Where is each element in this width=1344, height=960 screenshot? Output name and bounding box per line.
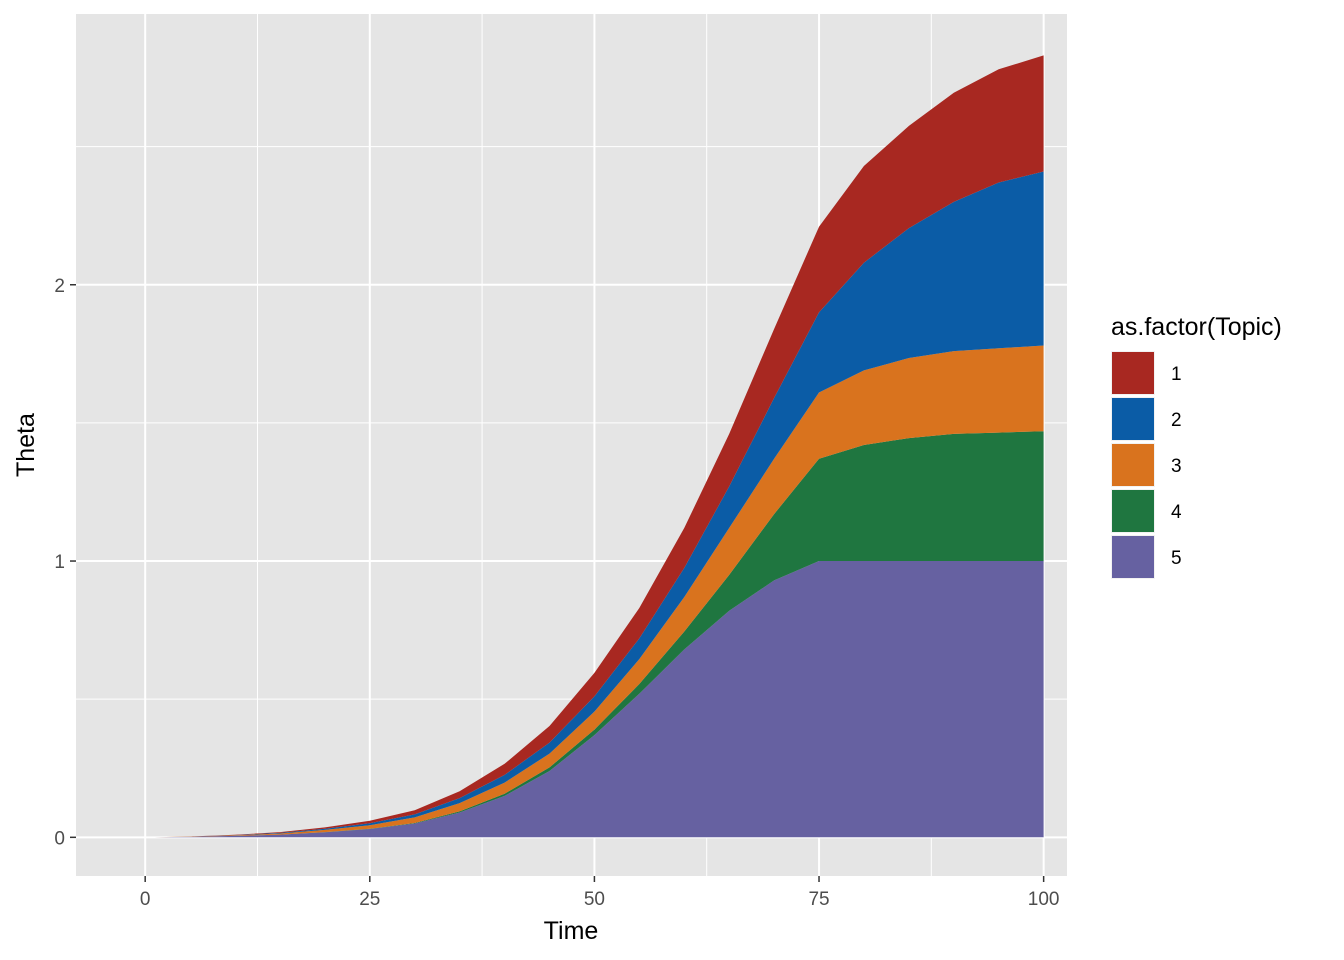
legend-title: as.factor(Topic)	[1111, 313, 1282, 341]
area-topic-2	[154, 171, 1044, 838]
x-tick-label: 25	[359, 889, 380, 910]
y-axis-title: Theta	[12, 413, 40, 477]
legend-label-topic-1: 1	[1171, 364, 1182, 385]
area-topic-1	[154, 55, 1044, 838]
legend-swatch-topic-1	[1112, 352, 1154, 394]
y-tick-label: 0	[54, 828, 65, 849]
x-tick-label: 100	[1028, 889, 1060, 910]
x-tick-label: 75	[808, 889, 829, 910]
x-tick-label: 0	[140, 889, 151, 910]
axes: 0 25 50 75 100 0 1 2	[54, 276, 1059, 910]
legend-swatch-topic-2	[1112, 398, 1154, 440]
legend-swatch-topic-4	[1112, 490, 1154, 532]
legend-label-topic-2: 2	[1171, 410, 1182, 431]
x-tick-label: 50	[584, 889, 605, 910]
y-tick-label: 2	[54, 276, 65, 297]
legend-swatch-topic-3	[1112, 444, 1154, 486]
y-tick-label: 1	[54, 552, 65, 573]
legend-label-topic-3: 3	[1171, 456, 1182, 477]
area-topic-3	[154, 345, 1044, 838]
legend-label-topic-4: 4	[1171, 502, 1182, 523]
legend-label-topic-5: 5	[1171, 548, 1182, 569]
area-topic-4	[154, 431, 1044, 838]
area-series	[154, 55, 1044, 838]
legend: as.factor(Topic) 1 2 3 4 5	[1111, 313, 1282, 579]
legend-swatch-topic-5	[1112, 536, 1154, 578]
area-topic-5	[154, 561, 1044, 838]
x-axis-title: Time	[544, 917, 599, 945]
